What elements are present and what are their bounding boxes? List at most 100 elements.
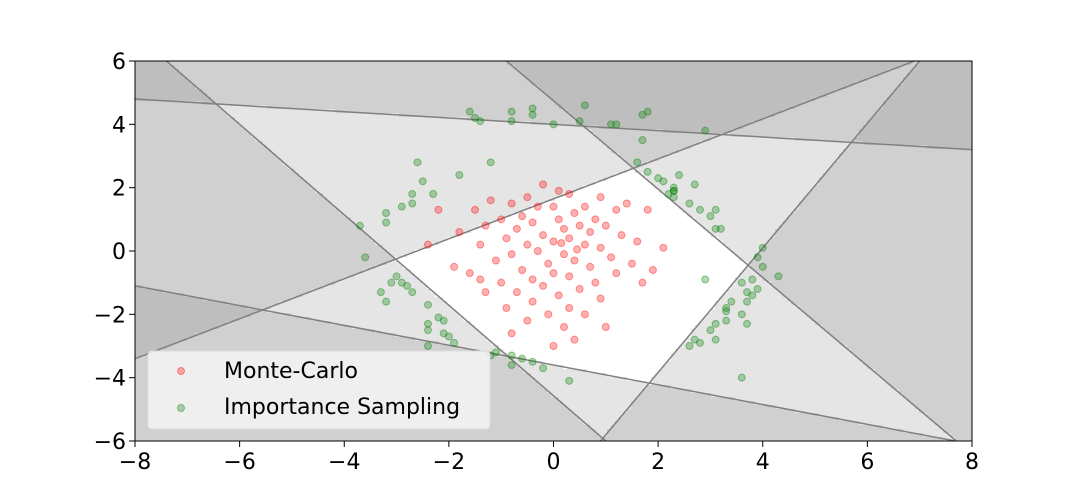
- region-cell: [207, 169, 211, 173]
- region-cell: [151, 145, 155, 149]
- region-cell: [311, 61, 315, 65]
- region-cell: [135, 117, 139, 121]
- region-cell: [327, 117, 331, 121]
- region-cell: [199, 333, 203, 337]
- region-cell: [271, 297, 275, 301]
- region-cell: [239, 121, 243, 125]
- region-cell: [291, 321, 295, 325]
- region-cell: [159, 157, 163, 161]
- region-cell: [271, 165, 275, 169]
- region-cell: [299, 213, 303, 217]
- region-cell: [187, 221, 191, 225]
- region-cell: [171, 321, 175, 325]
- region-cell: [187, 137, 191, 141]
- region-cell: [227, 77, 231, 81]
- region-cell: [267, 65, 271, 69]
- region-cell: [247, 429, 251, 433]
- region-cell: [223, 205, 227, 209]
- region-cell: [331, 241, 335, 245]
- region-cell: [195, 209, 199, 213]
- region-cell: [191, 233, 195, 237]
- region-cell: [219, 85, 223, 89]
- region-cell: [151, 325, 155, 329]
- region-cell: [299, 101, 303, 105]
- region-cell: [267, 137, 271, 141]
- region-cell: [191, 265, 195, 269]
- region-cell: [147, 281, 151, 285]
- region-cell: [287, 77, 291, 81]
- region-cell: [155, 273, 159, 277]
- region-cell: [251, 205, 255, 209]
- region-cell: [327, 329, 331, 333]
- region-cell: [199, 265, 203, 269]
- region-cell: [311, 433, 315, 437]
- region-cell: [327, 181, 331, 185]
- region-cell: [331, 289, 335, 293]
- region-cell: [235, 433, 239, 437]
- region-cell: [327, 289, 331, 293]
- region-cell: [135, 93, 139, 97]
- region-cell: [171, 113, 175, 117]
- region-cell: [267, 437, 271, 441]
- region-cell: [167, 201, 171, 205]
- region-cell: [167, 161, 171, 165]
- region-cell: [311, 329, 315, 333]
- region-cell: [323, 229, 327, 233]
- region-cell: [235, 285, 239, 289]
- region-cell: [147, 301, 151, 305]
- region-cell: [155, 329, 159, 333]
- region-cell: [211, 169, 215, 173]
- region-cell: [235, 265, 239, 269]
- region-cell: [275, 145, 279, 149]
- region-cell: [199, 261, 203, 265]
- region-cell: [147, 129, 151, 133]
- region-cell: [339, 225, 343, 229]
- region-cell: [251, 145, 255, 149]
- region-cell: [207, 285, 211, 289]
- region-cell: [311, 145, 315, 149]
- region-cell: [163, 245, 167, 249]
- region-cell: [251, 325, 255, 329]
- region-cell: [199, 165, 203, 169]
- region-cell: [203, 265, 207, 269]
- region-cell: [179, 157, 183, 161]
- region-cell: [151, 341, 155, 345]
- region-cell: [335, 225, 339, 229]
- region-cell: [151, 285, 155, 289]
- region-cell: [175, 161, 179, 165]
- region-cell: [323, 225, 327, 229]
- region-cell: [275, 233, 279, 237]
- region-cell: [187, 233, 191, 237]
- region-cell: [259, 317, 263, 321]
- region-cell: [335, 313, 339, 317]
- region-cell: [207, 237, 211, 241]
- region-cell: [247, 229, 251, 233]
- region-cell: [179, 193, 183, 197]
- region-cell: [267, 149, 271, 153]
- region-cell: [311, 141, 315, 145]
- region-cell: [323, 153, 327, 157]
- region-cell: [331, 117, 335, 121]
- region-cell: [291, 137, 295, 141]
- region-cell: [251, 149, 255, 153]
- region-cell: [191, 241, 195, 245]
- region-cell: [139, 85, 143, 89]
- region-cell: [335, 273, 339, 277]
- region-cell: [159, 85, 163, 89]
- region-cell: [187, 237, 191, 241]
- region-cell: [175, 433, 179, 437]
- region-cell: [263, 237, 267, 241]
- region-cell: [175, 293, 179, 297]
- region-cell: [327, 77, 331, 81]
- region-cell: [155, 241, 159, 245]
- region-cell: [267, 253, 271, 257]
- region-cell: [135, 357, 139, 361]
- region-cell: [331, 125, 335, 129]
- region-cell: [227, 261, 231, 265]
- region-cell: [211, 225, 215, 229]
- region-cell: [239, 309, 243, 313]
- region-cell: [195, 129, 199, 133]
- region-cell: [343, 197, 347, 201]
- region-cell: [303, 237, 307, 241]
- region-cell: [335, 169, 339, 173]
